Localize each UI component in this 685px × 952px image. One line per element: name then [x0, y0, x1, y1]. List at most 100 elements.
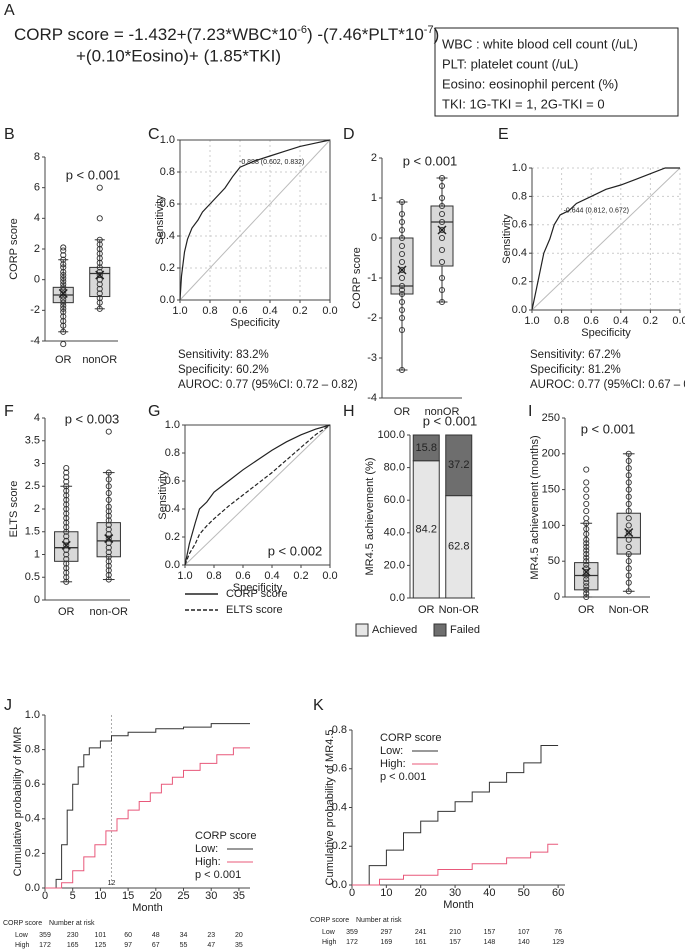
data-point — [438, 274, 446, 282]
risk-count: 76 — [554, 929, 562, 936]
data-point — [398, 314, 406, 322]
km-curve — [45, 723, 250, 889]
data-point — [583, 576, 590, 583]
y-tick-label: 3.5 — [25, 435, 40, 447]
data-point — [63, 528, 70, 535]
y-tick-label: 0.4 — [512, 247, 527, 259]
data-point — [398, 326, 406, 334]
x-tick-label: 5 — [70, 890, 76, 902]
data-point — [63, 505, 70, 513]
data-point — [105, 567, 112, 574]
data-point — [105, 496, 112, 503]
data-point — [438, 182, 446, 190]
data-point — [438, 234, 446, 242]
data-point — [583, 590, 590, 597]
x-tick-label: OR — [58, 606, 75, 618]
data-point — [625, 450, 632, 457]
data-point — [398, 366, 406, 374]
y-axis-label: Sensitivity — [154, 195, 166, 245]
y-axis-label: Sensitivity — [157, 470, 169, 520]
definition-box — [434, 27, 679, 117]
legend-label: Failed — [450, 624, 480, 636]
y-tick-label: -1 — [367, 272, 377, 284]
panel-label: E — [498, 126, 509, 143]
x-tick-label: 0.6 — [232, 305, 247, 317]
risk-row-label: High — [322, 939, 337, 946]
data-point — [398, 258, 406, 266]
legend-title: CORP score — [195, 830, 257, 842]
data-point — [63, 483, 70, 490]
y-tick-label: 0.0 — [390, 592, 405, 604]
y-tick-label: 200 — [542, 448, 560, 460]
roc-curve — [184, 424, 331, 566]
data-point — [625, 493, 632, 500]
data-point — [105, 517, 112, 524]
y-tick-label: 40.0 — [384, 527, 405, 539]
panel-label: A — [4, 2, 15, 19]
data-point — [60, 328, 67, 335]
data-point — [63, 524, 70, 531]
risk-count: 20 — [235, 932, 243, 939]
bar-segment — [412, 460, 440, 599]
data-point — [60, 341, 67, 348]
x-tick-label: 0.2 — [643, 315, 658, 327]
risk-count: 210 — [449, 929, 461, 936]
mean-marker — [624, 528, 634, 538]
risk-table-title: CORP score — [310, 917, 349, 924]
data-point — [63, 510, 70, 517]
y-tick-label: 4 — [34, 412, 40, 424]
y-tick-label: 80.0 — [384, 462, 405, 474]
y-tick-label: 0.2 — [25, 847, 40, 859]
p-value: p < 0.001 — [66, 167, 121, 182]
data-point — [105, 526, 112, 533]
x-tick-label: 20 — [150, 890, 162, 902]
mean-marker — [61, 540, 71, 550]
legend-swatch — [355, 623, 369, 637]
data-point — [625, 486, 632, 493]
data-point — [96, 255, 103, 262]
y-tick-label: 50 — [548, 555, 560, 567]
p-value: p < 0.001 — [581, 421, 636, 436]
data-point — [60, 261, 67, 268]
roc-curve — [184, 424, 331, 566]
data-point — [398, 226, 406, 234]
y-tick-label: 0.6 — [165, 475, 180, 487]
km-curve — [352, 843, 559, 886]
y-tick-label: 1 — [34, 548, 40, 560]
y-tick-label: 0.5 — [25, 571, 40, 583]
data-point — [583, 536, 590, 543]
data-point — [63, 515, 70, 522]
data-point — [625, 508, 632, 515]
stat-line: Specificity: 60.2% — [178, 364, 269, 376]
bar-segment — [445, 495, 473, 599]
x-tick-label: 0.4 — [613, 315, 628, 327]
y-tick-label: 0.4 — [165, 503, 180, 515]
risk-count: 230 — [67, 932, 79, 939]
risk-count: 359 — [346, 929, 358, 936]
data-point — [105, 576, 112, 583]
x-tick-label: 0.0 — [672, 315, 685, 327]
data-point — [60, 244, 67, 251]
y-tick-label: 2 — [34, 243, 40, 255]
data-point — [63, 496, 70, 503]
risk-count: 48 — [152, 932, 160, 939]
risk-count: 60 — [124, 932, 132, 939]
value-label: 62.8 — [448, 541, 469, 553]
risk-count: 34 — [180, 932, 188, 939]
data-point — [583, 550, 590, 558]
y-tick-label: 1 — [371, 192, 377, 204]
risk-count: 107 — [518, 929, 530, 936]
reference-line — [179, 139, 331, 301]
x-tick-label: 35 — [233, 890, 245, 902]
y-tick-label: 2 — [34, 503, 40, 515]
data-point — [105, 553, 112, 560]
risk-count: 297 — [381, 929, 393, 936]
data-point — [438, 174, 446, 182]
data-point — [105, 490, 112, 497]
x-tick-label: 10 — [94, 890, 106, 902]
data-point — [625, 536, 632, 543]
y-tick-label: 1.0 — [512, 162, 527, 174]
x-tick-label: 1.0 — [172, 305, 187, 317]
x-tick-label: 30 — [449, 887, 461, 899]
x-tick-label: 50 — [518, 887, 530, 899]
